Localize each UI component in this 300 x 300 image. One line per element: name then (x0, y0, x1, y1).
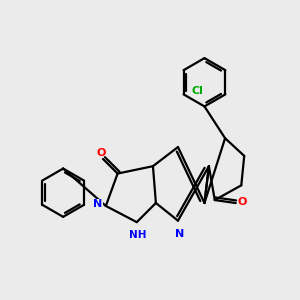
Text: O: O (97, 148, 106, 158)
Text: Cl: Cl (192, 86, 204, 96)
Text: NH: NH (129, 230, 146, 240)
Text: O: O (238, 197, 247, 208)
Text: N: N (175, 229, 184, 239)
Text: N: N (93, 200, 102, 209)
